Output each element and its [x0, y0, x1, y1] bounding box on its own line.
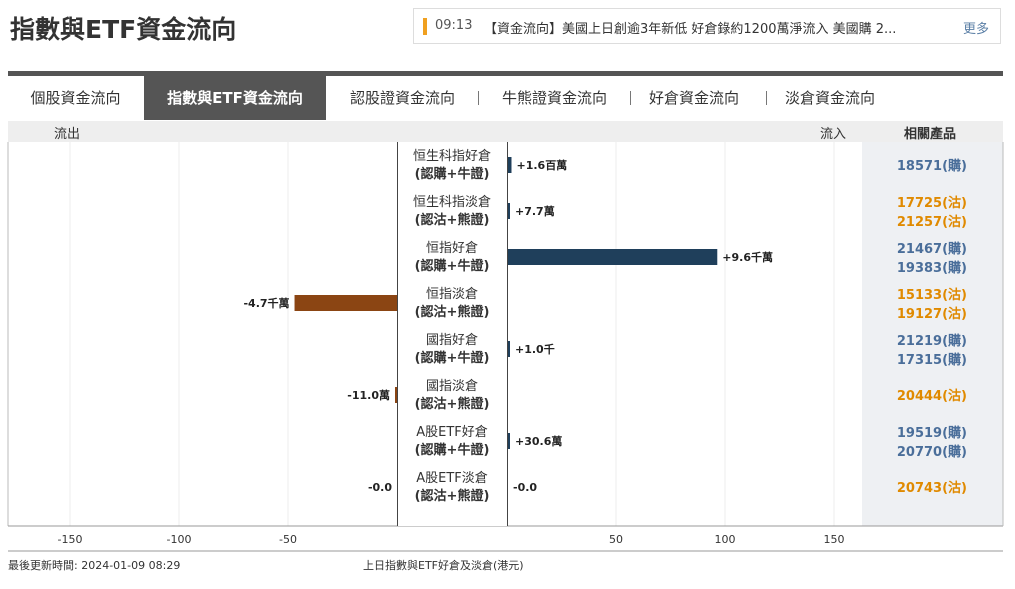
row-name: A股ETF淡倉: [416, 471, 488, 486]
tab-separator: [478, 91, 479, 105]
tab-separator: [766, 91, 767, 105]
flow-bar: [395, 387, 397, 403]
row-name: 恒指好倉: [426, 241, 478, 256]
tab-cbbc-flow[interactable]: 牛熊證資金流向: [501, 89, 607, 107]
flow-bar: [508, 157, 512, 173]
product-link[interactable]: 20743(沽): [897, 480, 967, 496]
tab-stock-flow[interactable]: 個股資金流向: [30, 89, 121, 107]
product-link[interactable]: 17725(沽): [897, 195, 967, 211]
product-link[interactable]: 20444(沽): [897, 388, 967, 404]
flow-bar: [508, 341, 510, 357]
products-header: 相關產品: [904, 127, 957, 142]
x-tick-label: -150: [58, 533, 83, 546]
more-link[interactable]: 更多: [963, 22, 990, 37]
flow-bar: [294, 295, 397, 311]
x-tick-label: 100: [715, 533, 736, 546]
page-title: 指數與ETF資金流向: [10, 15, 237, 44]
product-link[interactable]: 21257(沽): [897, 214, 967, 230]
tab-bar: 個股資金流向 指數與ETF資金流向 認股證資金流向 牛熊證資金流向 好倉資金流向…: [8, 76, 1003, 120]
product-link[interactable]: 20770(購): [897, 444, 967, 460]
tab-warrant-flow[interactable]: 認股證資金流向: [349, 89, 455, 107]
ticker-accent: [423, 18, 427, 35]
row-subname: (認沽+熊證): [415, 212, 490, 228]
row-subname: (認沽+熊證): [415, 488, 490, 504]
flow-bar: [508, 249, 718, 265]
products-panel: [862, 142, 1003, 526]
tab-bull-flow[interactable]: 好倉資金流向: [648, 89, 739, 107]
data-label: -11.0萬: [347, 388, 390, 402]
product-link[interactable]: 15133(沽): [897, 287, 967, 303]
tab-top-border: [8, 71, 1003, 76]
tab-index-etf-flow[interactable]: 指數與ETF資金流向: [144, 76, 326, 120]
x-tick-label: -100: [167, 533, 192, 546]
last-updated: 最後更新時間: 2024-01-09 08:29: [8, 559, 181, 572]
data-label: -0.0: [513, 481, 537, 494]
flow-bar: [508, 203, 510, 219]
row-name: 恒生科指淡倉: [413, 195, 491, 210]
row-subname: (認購+牛證): [415, 442, 490, 458]
x-tick-label: 50: [609, 533, 623, 546]
row-name: 恒生科指好倉: [413, 149, 491, 164]
row-name: 國指好倉: [426, 333, 478, 348]
product-link[interactable]: 17315(購): [897, 352, 967, 368]
flow-bar: [508, 433, 510, 449]
news-ticker[interactable]: 09:13 【資金流向】美國上日創逾3年新低 好倉錄約1200萬淨流入 美國購 …: [413, 8, 1001, 44]
tab-separator: [630, 91, 631, 105]
product-link[interactable]: 18571(購): [897, 158, 967, 174]
data-label: -0.0: [368, 481, 392, 494]
data-label: +1.0千: [515, 342, 555, 356]
outflow-header: 流出: [54, 127, 81, 142]
product-link[interactable]: 19127(沽): [897, 306, 967, 322]
chart-caption: 上日指數與ETF好倉及淡倉(港元): [363, 559, 524, 572]
label-band: [398, 142, 507, 526]
tab-bear-flow[interactable]: 淡倉資金流向: [784, 89, 875, 107]
row-name: 國指淡倉: [426, 379, 478, 394]
product-link[interactable]: 19519(購): [897, 425, 967, 441]
row-subname: (認購+牛證): [415, 350, 490, 366]
ticker-time: 09:13: [435, 18, 473, 33]
product-link[interactable]: 21467(購): [897, 241, 967, 257]
data-label: +7.7萬: [515, 204, 555, 218]
data-label: -4.7千萬: [243, 296, 289, 310]
product-link[interactable]: 19383(購): [897, 260, 967, 276]
x-tick-label: -50: [279, 533, 297, 546]
row-subname: (認購+牛證): [415, 166, 490, 182]
row-subname: (認沽+熊證): [415, 304, 490, 320]
column-header-row: 流出 流入 相關產品: [8, 121, 1003, 142]
x-tick-label: 150: [824, 533, 845, 546]
inflow-header: 流入: [820, 127, 847, 142]
data-label: +1.6百萬: [516, 158, 567, 172]
data-label: +9.6千萬: [722, 250, 773, 264]
row-subname: (認沽+熊證): [415, 396, 490, 412]
row-name: A股ETF好倉: [416, 425, 488, 440]
data-label: +30.6萬: [515, 434, 562, 448]
product-link[interactable]: 21219(購): [897, 333, 967, 349]
row-subname: (認購+牛證): [415, 258, 490, 274]
row-name: 恒指淡倉: [426, 287, 478, 302]
